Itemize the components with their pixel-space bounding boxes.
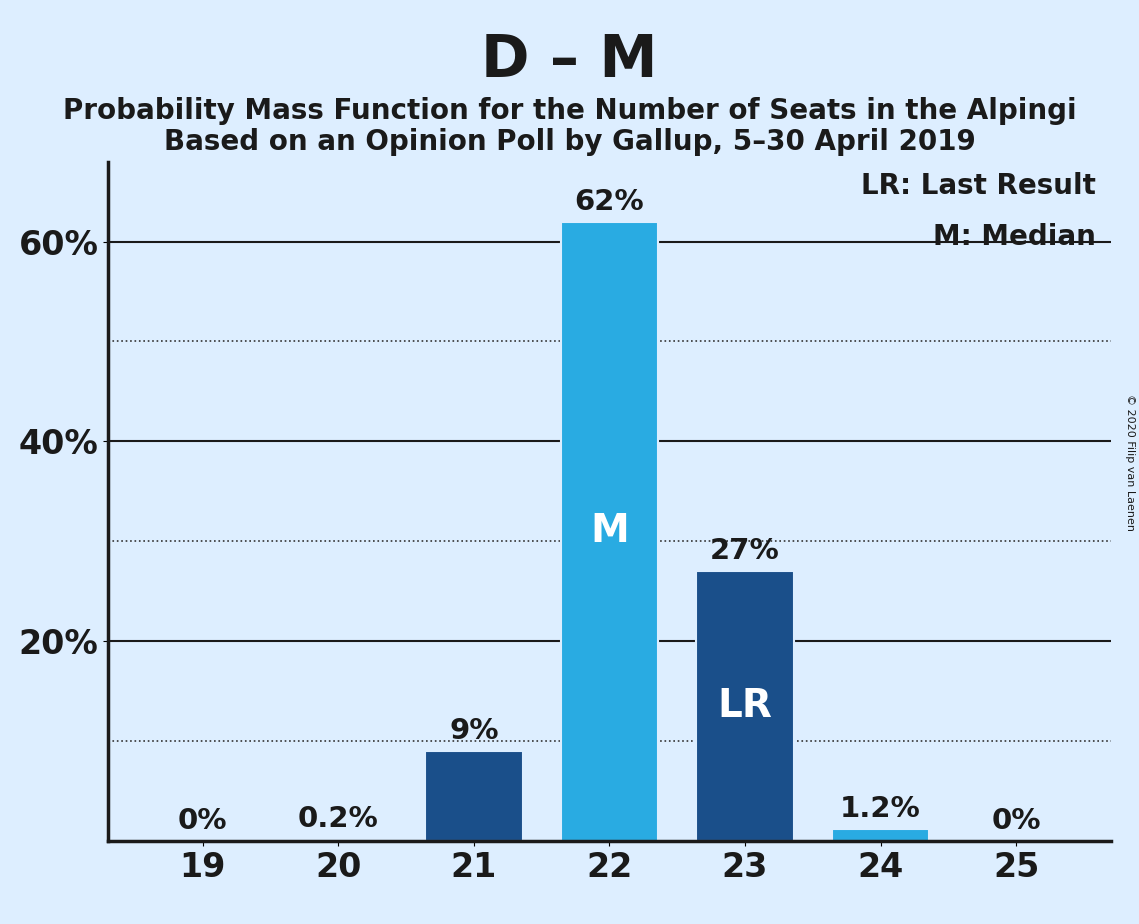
Bar [560,222,658,841]
Text: M: Median: M: Median [933,223,1096,250]
Text: Probability Mass Function for the Number of Seats in the Alpingi: Probability Mass Function for the Number… [63,97,1076,125]
Text: LR: Last Result: LR: Last Result [861,172,1096,200]
Bar [289,839,387,841]
Text: M: M [590,512,629,550]
Text: © 2020 Filip van Laenen: © 2020 Filip van Laenen [1125,394,1134,530]
Text: 9%: 9% [449,717,499,745]
Text: D – M: D – M [482,32,657,90]
Text: 0%: 0% [178,807,228,835]
Text: 0%: 0% [991,807,1041,835]
Bar [696,571,794,841]
Bar [425,751,523,841]
Text: LR: LR [718,687,772,725]
Bar [831,829,929,841]
Text: 62%: 62% [574,188,645,215]
Text: 1.2%: 1.2% [841,795,921,823]
Text: 27%: 27% [710,537,780,565]
Text: 0.2%: 0.2% [297,805,378,833]
Text: Based on an Opinion Poll by Gallup, 5–30 April 2019: Based on an Opinion Poll by Gallup, 5–30… [164,128,975,155]
